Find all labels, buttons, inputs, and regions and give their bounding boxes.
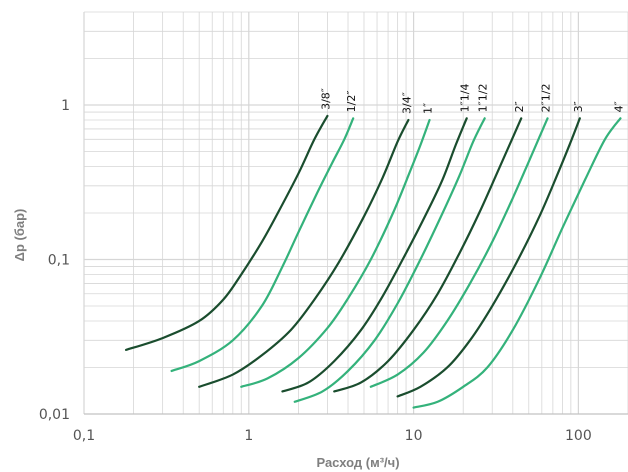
series-line (240, 118, 431, 388)
x-tick-label: 10 (405, 428, 423, 444)
series-line (293, 117, 486, 403)
series-label: 1″1/2 (477, 84, 490, 113)
series-label: 1/2″ (345, 91, 358, 113)
y-tick-label: 1 (61, 98, 70, 114)
series-lines (124, 114, 622, 409)
series-label: 3/8″ (319, 88, 332, 110)
series-line (333, 117, 523, 393)
y-axis-title: Δp (бар) (12, 209, 27, 262)
series-line (124, 114, 329, 351)
series-label: 2″ (513, 101, 526, 112)
y-tick-label: 0,01 (39, 407, 70, 423)
series-label: 3/4″ (400, 92, 413, 114)
series-label: 1″1/4 (459, 84, 472, 113)
x-tick-label: 1 (244, 428, 253, 444)
x-tick-label: 100 (565, 428, 592, 444)
x-axis-title: Расход (м³/ч) (316, 455, 399, 470)
series-label: 4″ (612, 101, 625, 112)
grid (83, 11, 628, 415)
series-label: 3″ (572, 101, 585, 112)
x-tick-label: 0,1 (73, 428, 95, 444)
y-tick-label: 0,1 (48, 253, 70, 269)
series-line (198, 118, 410, 388)
series-line (281, 117, 468, 393)
series-line (170, 117, 355, 373)
series-line (396, 117, 581, 398)
series-line (412, 117, 622, 409)
series-label: 2″1/2 (540, 84, 553, 113)
series-labels: 3/8″ 1/2″ 3/4″ 1″ 1″1/4 1″1/2 2″ 2″1/2 3″ 4″ (319, 84, 625, 114)
series-label: 1″ (422, 103, 435, 114)
series-line (369, 117, 549, 388)
